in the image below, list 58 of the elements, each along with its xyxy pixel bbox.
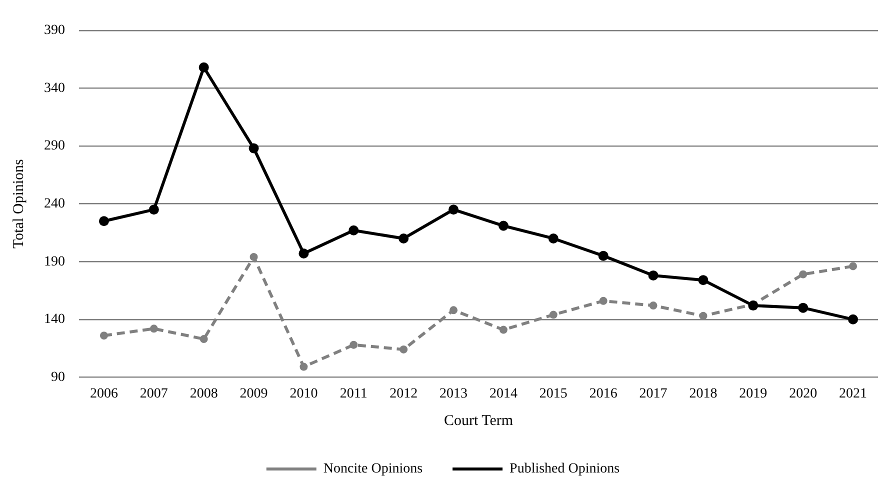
x-tick-label: 2021 [839, 386, 868, 402]
x-tick-label: 2017 [639, 386, 668, 402]
point [300, 362, 308, 371]
x-tick-label: 2008 [190, 386, 218, 402]
y-tick-label: 390 [44, 23, 65, 38]
point [549, 310, 558, 319]
x-tick-label: 2016 [589, 386, 618, 402]
point [499, 326, 508, 334]
point [400, 345, 408, 354]
point [248, 143, 259, 154]
point [598, 250, 608, 261]
point [150, 324, 158, 333]
point [748, 300, 758, 311]
point [498, 220, 508, 231]
legend-label: Published Opinions [510, 462, 620, 477]
y-tick-label: 140 [44, 312, 65, 328]
point [100, 332, 108, 340]
y-tick-label: 90 [51, 370, 65, 385]
point [200, 335, 208, 344]
x-tick-label: 2010 [290, 386, 318, 402]
y-axis-title: Total Opinions [10, 158, 27, 248]
x-tick-label: 2020 [789, 386, 818, 402]
x-tick-label: 2007 [140, 386, 168, 402]
point [448, 204, 459, 215]
y-tick-label: 340 [44, 80, 65, 96]
point [848, 314, 858, 324]
point [250, 252, 258, 261]
point [799, 270, 808, 278]
point [649, 302, 658, 310]
point [398, 233, 409, 244]
y-tick-label: 290 [44, 138, 65, 154]
point [599, 296, 608, 305]
point [298, 248, 309, 259]
point [699, 312, 708, 320]
x-tick-label: 2019 [739, 386, 768, 402]
x-tick-label: 2012 [390, 386, 418, 402]
point [450, 306, 458, 314]
point [698, 275, 708, 286]
x-tick-label: 2011 [340, 386, 368, 402]
point [348, 225, 359, 236]
point [350, 340, 358, 349]
x-tick-label: 2013 [440, 386, 468, 402]
x-tick-label: 2014 [489, 386, 518, 402]
y-tick-label: 190 [44, 254, 65, 270]
point [548, 233, 558, 244]
point [148, 204, 159, 215]
point [198, 62, 209, 72]
point [849, 262, 858, 270]
point [648, 270, 658, 280]
x-tick-label: 2006 [90, 386, 118, 402]
legend-label: Noncite Opinions [323, 462, 423, 477]
x-tick-label: 2009 [240, 386, 268, 402]
x-tick-label: 2015 [539, 386, 568, 402]
y-tick-label: 240 [44, 196, 65, 212]
point [798, 302, 808, 313]
x-axis-title: Court Term [444, 412, 514, 429]
x-tick-label: 2018 [689, 386, 718, 402]
point [98, 216, 109, 226]
